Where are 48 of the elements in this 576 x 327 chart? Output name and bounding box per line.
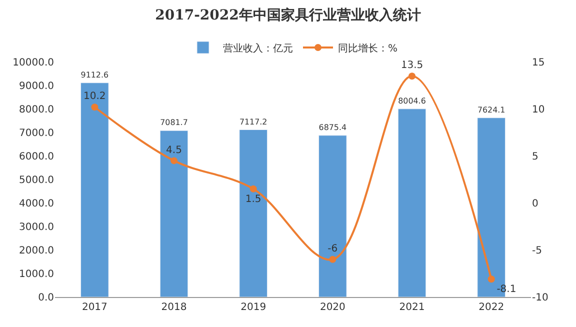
y-tick-label: 5000.0	[19, 175, 54, 186]
x-tick-label: 2017	[82, 302, 108, 313]
data-label: 7117.2	[239, 117, 268, 126]
y-tick-label: 3000.0	[19, 222, 54, 233]
bar	[160, 130, 188, 297]
y-tick-label: 10000.0	[12, 58, 54, 68]
x-tick-label: 2018	[161, 302, 187, 313]
y-tick-label: 8000.0	[19, 104, 54, 116]
y-tick-label: 4000.0	[19, 198, 54, 210]
point	[408, 72, 416, 80]
bar	[398, 108, 426, 297]
data-label: 4.5	[166, 144, 182, 156]
point	[91, 104, 98, 111]
bar	[318, 135, 347, 297]
y-tick-label: 0.0	[38, 292, 54, 304]
legend-label: 同比增长：%	[338, 42, 398, 54]
point	[170, 157, 178, 164]
data-label: 6875.4	[318, 123, 347, 132]
y-tick-label: 1000.0	[19, 269, 54, 280]
chart-title: 2017-2022年中国家具行业营业收入统计	[155, 6, 421, 24]
data-label: -6	[328, 244, 338, 255]
data-label: 7624.1	[477, 105, 506, 114]
point	[250, 185, 257, 192]
y-tick-label: 9000.0	[19, 81, 54, 92]
data-label: 13.5	[400, 60, 424, 72]
y-tick-label: 7000.0	[19, 128, 54, 139]
x-tick-label: 2021	[399, 302, 425, 313]
legend-label: 营业收入：亿元	[223, 42, 293, 54]
y2-tick-label: 15	[532, 58, 545, 68]
data-label: 10.2	[84, 91, 106, 102]
y-tick-label: 2000.0	[19, 246, 54, 256]
y2-tick-label: 0	[532, 198, 538, 210]
y2-tick-label: -10	[532, 292, 548, 304]
x-tick-label: 2020	[320, 302, 346, 313]
x-tick-label: 2022	[478, 302, 504, 313]
x-tick-label: 2019	[240, 302, 266, 313]
data-label: 8004.6	[398, 96, 426, 106]
point	[488, 276, 495, 283]
y2-tick-label: -5	[532, 246, 542, 256]
y2-tick-label: 10	[532, 104, 545, 116]
data-label: 1.5	[245, 194, 262, 205]
bar	[80, 82, 109, 297]
y-tick-label: 6000.0	[19, 152, 54, 162]
y2-tick-label: 5	[532, 152, 538, 162]
data-label: 7081.7	[160, 118, 188, 128]
point	[329, 256, 336, 263]
bar	[239, 130, 268, 297]
data-label: 9112.6	[80, 70, 109, 80]
